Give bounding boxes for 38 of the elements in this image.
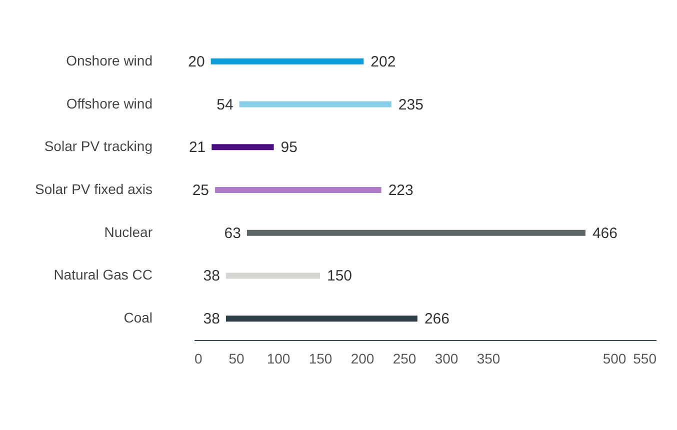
annotation: 38 bbox=[203, 310, 220, 328]
data-label: 266 bbox=[424, 310, 450, 328]
x-tick-label: 550 bbox=[633, 350, 657, 366]
annotation: 20 bbox=[188, 53, 205, 70]
data-label: 466 bbox=[592, 224, 618, 242]
y-tick-label: Natural Gas CC bbox=[54, 266, 152, 283]
bar bbox=[210, 58, 364, 64]
annotation: 25 bbox=[192, 182, 209, 199]
data-label: 95 bbox=[280, 139, 298, 156]
x-tick-label: 300 bbox=[434, 350, 458, 366]
y-tick-label: Nuclear bbox=[104, 224, 153, 240]
annotation: 38 bbox=[203, 268, 220, 285]
x-tick-label: 50 bbox=[228, 350, 244, 366]
bar bbox=[239, 101, 392, 108]
annotation: 63 bbox=[224, 224, 241, 242]
x-tick-label: 150 bbox=[308, 350, 332, 366]
data-label: 235 bbox=[398, 96, 424, 114]
bar bbox=[246, 230, 586, 236]
x-tick-label: 0 bbox=[194, 350, 202, 366]
y-tick-label: Coal bbox=[124, 310, 152, 326]
data-label: 150 bbox=[327, 268, 352, 285]
x-tick-label: 250 bbox=[392, 350, 416, 366]
x-tick-label: 350 bbox=[476, 350, 500, 366]
bar bbox=[226, 272, 320, 279]
bar bbox=[226, 316, 418, 322]
data-label: 223 bbox=[388, 182, 414, 199]
x-tick-label: 200 bbox=[350, 350, 374, 366]
x-tick-label: 100 bbox=[266, 350, 290, 366]
bar bbox=[212, 144, 274, 150]
y-tick-label: Offshore wind bbox=[66, 95, 152, 112]
y-tick-label: Solar PV fixed axis bbox=[35, 181, 152, 197]
y-tick-label: Onshore wind bbox=[66, 52, 152, 68]
bar bbox=[215, 187, 382, 193]
y-tick-label: Solar PV tracking bbox=[44, 138, 152, 154]
annotation: 21 bbox=[188, 139, 206, 156]
data-label: 202 bbox=[370, 53, 396, 70]
annotation: 54 bbox=[216, 96, 234, 114]
x-tick-label: 500 bbox=[602, 350, 626, 366]
